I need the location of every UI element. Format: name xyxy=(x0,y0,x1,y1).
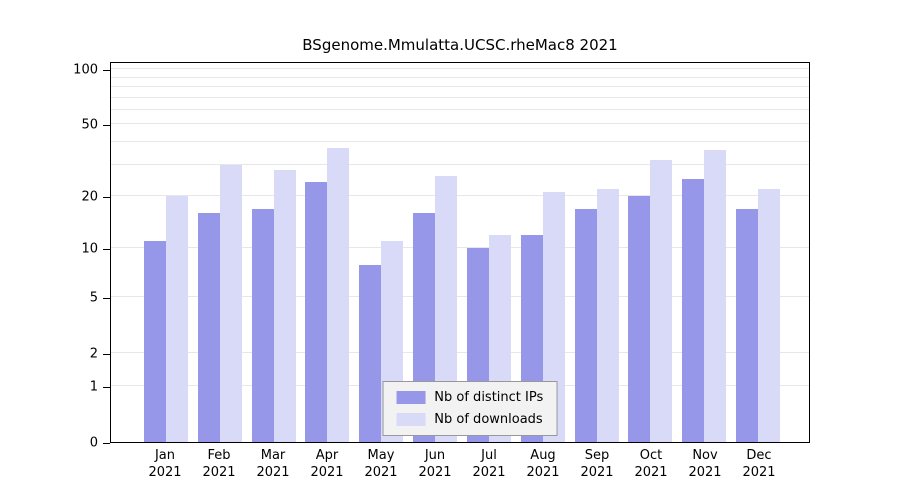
legend-item: Nb of downloads xyxy=(396,412,543,427)
bar-group xyxy=(144,63,188,442)
bar-nb-of-downloads xyxy=(542,192,565,442)
x-tick-label: Feb 2021 xyxy=(202,448,236,480)
gridline xyxy=(111,97,809,98)
bar-group xyxy=(682,63,727,442)
bar-group xyxy=(197,63,242,442)
y-tick-label: 1 xyxy=(89,379,98,395)
x-tick-label: Jun 2021 xyxy=(418,448,452,480)
bar-nb-of-distinct-ips xyxy=(359,265,382,442)
gridline xyxy=(111,141,809,142)
bar-nb-of-downloads xyxy=(166,196,188,442)
bar-groups xyxy=(111,63,809,442)
gridline xyxy=(111,164,809,165)
gridline xyxy=(111,77,809,78)
y-tick-label: 5 xyxy=(89,290,98,306)
y-tick-mark xyxy=(103,443,110,444)
x-axis: Jan 2021 Feb 2021 Mar 2021 Apr 2021 May 2021… xyxy=(110,448,810,482)
bar-nb-of-downloads xyxy=(327,148,350,442)
x-tick-label: Dec 2021 xyxy=(742,448,776,480)
y-tick-label: 50 xyxy=(81,117,98,133)
x-tick-label: Aug 2021 xyxy=(526,448,560,480)
bar-nb-of-downloads xyxy=(596,189,619,442)
bar-group xyxy=(251,63,296,442)
plot-area: Nb of distinct IPs Nb of downloads xyxy=(110,62,810,443)
bar-nb-of-distinct-ips xyxy=(628,196,651,442)
y-tick-mark xyxy=(103,387,110,388)
y-tick-label: 20 xyxy=(81,189,98,205)
gridline xyxy=(111,123,809,124)
gridline xyxy=(111,296,809,297)
x-tick-label: Nov 2021 xyxy=(688,448,722,480)
legend: Nb of distinct IPs Nb of downloads xyxy=(382,381,558,436)
x-tick-label: Sep 2021 xyxy=(580,448,614,480)
y-tick-mark xyxy=(103,249,110,250)
bar-nb-of-distinct-ips xyxy=(682,179,705,442)
bar-nb-of-downloads xyxy=(704,150,727,442)
bar-nb-of-downloads xyxy=(219,165,242,442)
y-tick-mark xyxy=(103,354,110,355)
bar-group xyxy=(628,63,673,442)
bar-nb-of-downloads xyxy=(757,189,780,442)
x-tick-label: Oct 2021 xyxy=(634,448,668,480)
gridline xyxy=(111,86,809,87)
y-tick-mark xyxy=(103,70,110,71)
x-tick-label: Jul 2021 xyxy=(472,448,506,480)
bar-nb-of-downloads xyxy=(273,170,296,442)
legend-label: Nb of distinct IPs xyxy=(434,390,544,405)
y-tick-label: 0 xyxy=(89,435,98,451)
y-axis: 0 1 2 5 10 20 50 100 xyxy=(0,62,110,451)
bar-nb-of-distinct-ips xyxy=(735,209,758,442)
y-tick-mark xyxy=(103,125,110,126)
gridline xyxy=(111,195,809,196)
bar-nb-of-distinct-ips xyxy=(197,213,220,442)
x-tick-label: May 2021 xyxy=(364,448,398,480)
gridline xyxy=(111,68,809,69)
legend-label: Nb of downloads xyxy=(434,412,543,427)
x-tick-label: Jan 2021 xyxy=(148,448,182,480)
bar-group xyxy=(305,63,350,442)
bar-nb-of-distinct-ips xyxy=(251,209,274,442)
y-tick-label: 100 xyxy=(73,62,98,78)
legend-swatch-nb-of-distinct-ips xyxy=(396,391,426,404)
legend-swatch-nb-of-downloads xyxy=(396,413,426,426)
x-tick-label: Apr 2021 xyxy=(310,448,344,480)
x-tick-label: Mar 2021 xyxy=(256,448,290,480)
bar-nb-of-distinct-ips xyxy=(305,182,328,442)
chart-title: BSgenome.Mmulatta.UCSC.rheMac8 2021 xyxy=(302,36,618,54)
bar-group xyxy=(735,63,780,442)
y-tick-label: 10 xyxy=(81,241,98,257)
legend-item: Nb of distinct IPs xyxy=(396,390,543,405)
y-tick-mark xyxy=(103,197,110,198)
gridline xyxy=(111,109,809,110)
bar-nb-of-distinct-ips xyxy=(144,241,166,442)
y-tick-label: 2 xyxy=(89,346,98,362)
bar-group xyxy=(574,63,619,442)
bar-nb-of-downloads xyxy=(650,160,673,442)
bar-nb-of-distinct-ips xyxy=(574,209,597,442)
gridline xyxy=(111,247,809,248)
gridline xyxy=(111,352,809,353)
bar-nb-of-downloads xyxy=(435,176,458,442)
y-tick-mark xyxy=(103,298,110,299)
